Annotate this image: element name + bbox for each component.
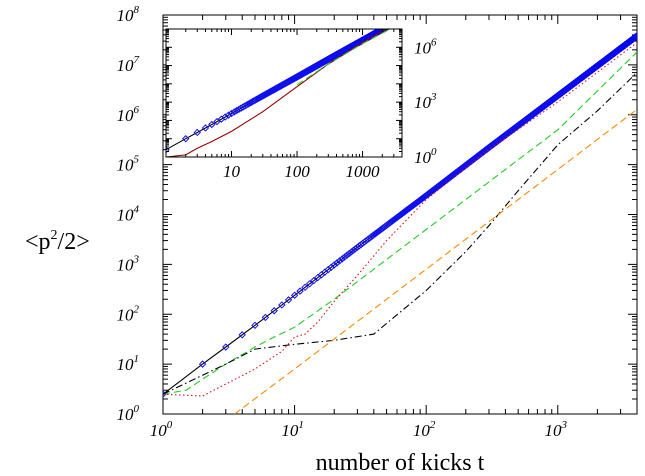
main-y-tick-label-exponent: 1 bbox=[134, 353, 140, 365]
main-y-tick-label-exponent: 5 bbox=[134, 154, 140, 166]
main-series-0-marker bbox=[222, 343, 230, 351]
main-y-tick-label-exponent: 6 bbox=[134, 104, 140, 116]
main-series-0-marker bbox=[198, 360, 207, 368]
main-series-0-marker bbox=[278, 301, 286, 309]
inset-series-0-marker bbox=[232, 106, 241, 115]
main-series-0-marker bbox=[345, 249, 353, 258]
main-y-tick-label: 100 bbox=[117, 403, 140, 424]
inset-series-0-marker bbox=[230, 108, 238, 116]
main-x-tick-label-exponent: 1 bbox=[298, 419, 304, 431]
main-series-group bbox=[163, 32, 637, 414]
main-y-tick-label: 104 bbox=[117, 204, 140, 225]
inset-series-group bbox=[166, 29, 392, 157]
main-y-tick-label-base: 10 bbox=[117, 106, 135, 125]
main-x-tick-label: 100 bbox=[150, 419, 173, 440]
main-series-0-marker bbox=[340, 253, 349, 261]
main-series-0-marker bbox=[338, 255, 346, 263]
main-y-tick-label-base: 10 bbox=[117, 56, 135, 75]
main-x-tick-label: 102 bbox=[413, 419, 436, 440]
main-series-0-markers bbox=[163, 32, 637, 398]
inset-series-0-marker bbox=[227, 109, 236, 118]
main-series-0-marker bbox=[335, 257, 344, 265]
main-series-0-marker bbox=[290, 291, 299, 299]
main-y-tick-label-base: 10 bbox=[117, 255, 135, 274]
main-y-tick-label-base: 10 bbox=[117, 156, 135, 175]
main-y-tick-label: 101 bbox=[117, 353, 140, 374]
main-series-0-marker bbox=[333, 259, 341, 267]
inset-series-0-marker bbox=[213, 117, 221, 126]
main-y-tick-label-base: 10 bbox=[117, 305, 135, 324]
main-y-tick-label-exponent: 2 bbox=[134, 303, 140, 315]
main-x-tick-label-base: 10 bbox=[545, 421, 563, 440]
main-series-0-marker bbox=[310, 276, 318, 285]
main-series-0-marker bbox=[261, 313, 270, 322]
main-series-0-marker bbox=[296, 287, 304, 295]
main-series-1-line bbox=[163, 51, 637, 395]
main-x-tick-label-exponent: 0 bbox=[167, 419, 173, 431]
inset-series-0-marker bbox=[208, 120, 216, 129]
main-y-tick-label: 102 bbox=[117, 303, 140, 324]
main-series-0-marker bbox=[301, 283, 309, 292]
main-x-tick-label-base: 10 bbox=[150, 421, 168, 440]
inset-series-0-marker bbox=[221, 113, 229, 121]
main-y-tick-label-base: 10 bbox=[117, 206, 135, 225]
inset-series-0-marker bbox=[241, 102, 249, 110]
main-y-tick-label-exponent: 3 bbox=[133, 253, 140, 265]
main-y-tick-label: 103 bbox=[117, 253, 140, 274]
main-series-2-line bbox=[163, 42, 637, 397]
main-series-0-marker bbox=[305, 280, 314, 288]
main-series-0-marker bbox=[251, 321, 259, 330]
inset-series-0-marker bbox=[224, 111, 233, 119]
inset-series-0-marker bbox=[182, 135, 190, 143]
main-x-tick-label: 101 bbox=[281, 419, 304, 440]
main-series-0-marker bbox=[238, 331, 246, 339]
main-series-0-marker bbox=[347, 248, 356, 256]
main-series-3-line bbox=[163, 72, 637, 395]
main-series-0-marker bbox=[633, 32, 637, 40]
main-y-tick-label: 105 bbox=[117, 154, 140, 175]
inset-series-0-markers bbox=[166, 29, 390, 154]
main-series-0-marker bbox=[327, 263, 335, 271]
inset-series-0-marker bbox=[242, 101, 251, 109]
main-x-tick-label-exponent: 3 bbox=[561, 419, 568, 431]
main-y-tick-label-exponent: 7 bbox=[134, 54, 140, 66]
inset-background bbox=[166, 29, 402, 157]
main-y-tick-label-exponent: 4 bbox=[134, 204, 140, 216]
main-y-tick-label-exponent: 0 bbox=[134, 403, 140, 415]
main-x-tick-label-base: 10 bbox=[413, 421, 431, 440]
main-series-0-marker bbox=[343, 251, 351, 259]
main-y-tick-label-exponent: 8 bbox=[134, 4, 140, 16]
main-series-0-marker bbox=[284, 296, 293, 304]
main-y-tick-label: 106 bbox=[117, 104, 140, 125]
main-series-0-marker bbox=[270, 307, 278, 315]
main-x-tick-label: 103 bbox=[545, 419, 568, 440]
main-x-tick-label-base: 10 bbox=[281, 421, 299, 440]
main-y-tick-label-base: 10 bbox=[117, 355, 135, 374]
main-y-tick-label: 108 bbox=[117, 4, 140, 25]
main-y-tick-label-base: 10 bbox=[117, 405, 135, 424]
main-x-tick-label-exponent: 2 bbox=[430, 419, 436, 431]
main-series-0-marker bbox=[330, 261, 338, 269]
main-y-tick-label: 107 bbox=[117, 54, 140, 75]
main-series-0-marker bbox=[349, 246, 358, 255]
inset-series-0-marker bbox=[201, 124, 210, 132]
inset-series-0-marker bbox=[193, 128, 201, 137]
main-y-tick-label-base: 10 bbox=[117, 6, 135, 25]
